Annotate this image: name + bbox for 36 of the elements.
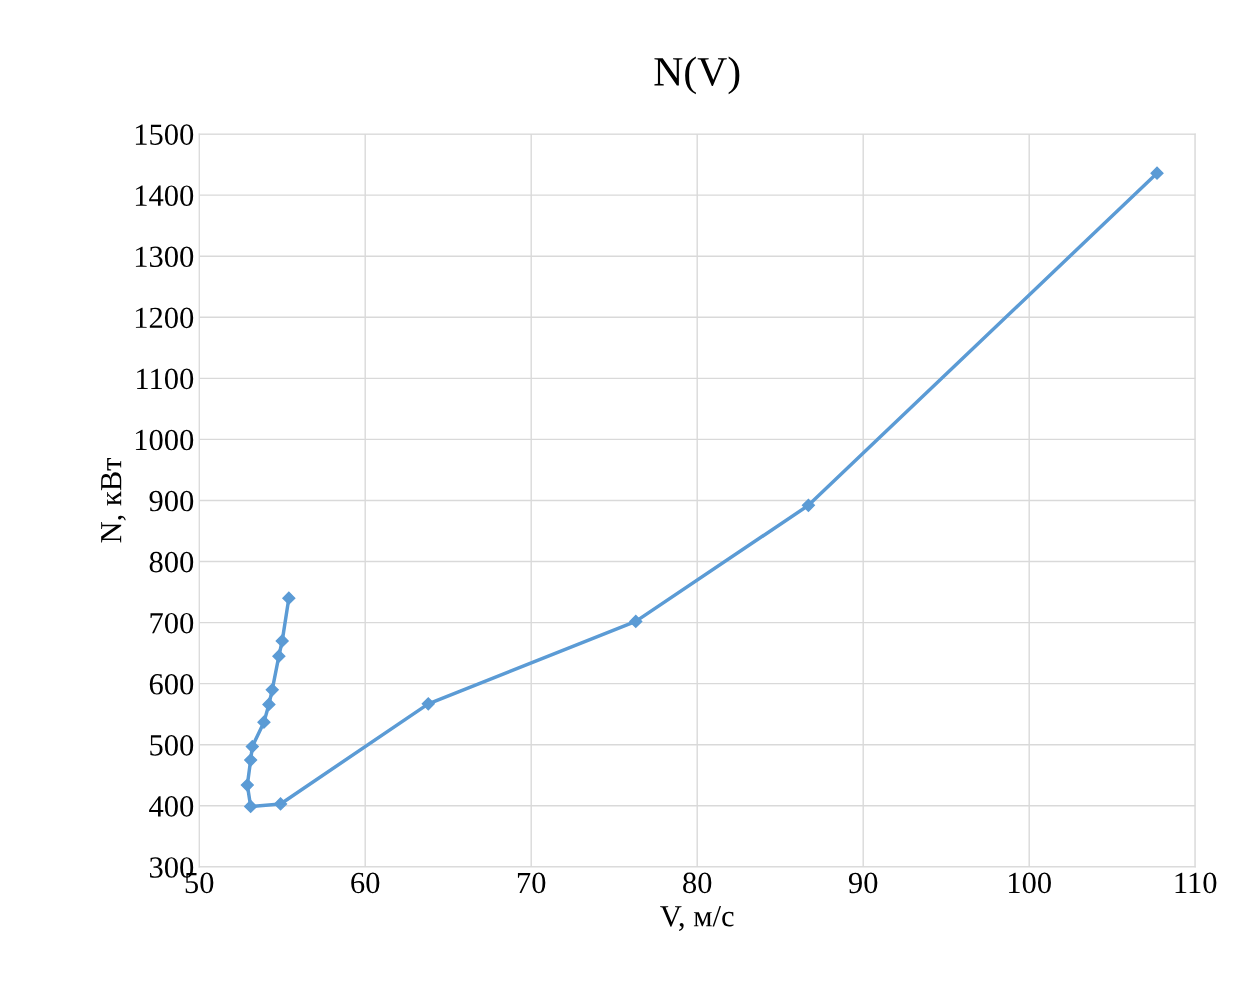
x-tick-label: 80: [683, 872, 712, 894]
y-tick-label: 400: [149, 796, 194, 817]
y-tick-label: 1000: [135, 429, 194, 451]
y-tick-label: 800: [149, 551, 194, 573]
x-axis-title: V, м/с: [660, 906, 734, 931]
point: [265, 683, 279, 697]
point: [240, 778, 254, 792]
x-tick-label: 110: [1175, 872, 1217, 894]
point: [262, 697, 276, 712]
x-tick-label: 90: [848, 872, 878, 894]
point: [1150, 166, 1164, 180]
point: [257, 715, 271, 729]
y-tick-label: 1100: [137, 368, 194, 390]
point: [273, 797, 288, 811]
point: [245, 739, 259, 754]
point: [272, 649, 286, 663]
x-tick-label: 60: [351, 872, 380, 894]
y-tick-label: 1400: [135, 185, 194, 207]
point: [244, 799, 258, 814]
y-tick-label: 1300: [135, 246, 194, 268]
point: [275, 634, 289, 648]
point: [801, 498, 816, 512]
point: [244, 753, 258, 767]
y-tick-label: 600: [149, 673, 194, 695]
point: [282, 591, 296, 605]
y-axis-title: N, кВт: [101, 457, 126, 543]
chart-title: N(V): [654, 56, 740, 95]
y-tick-label: 1200: [135, 307, 194, 329]
y-tick-label: 700: [150, 612, 194, 634]
point: [421, 697, 435, 711]
y-tick-label: 500: [150, 735, 194, 756]
point: [629, 614, 643, 628]
x-tick-label: 70: [517, 872, 546, 894]
y-tick-label: 1500: [135, 124, 194, 145]
x-tick-label: 100: [1008, 872, 1051, 894]
y-tick-label: 900: [149, 490, 194, 512]
